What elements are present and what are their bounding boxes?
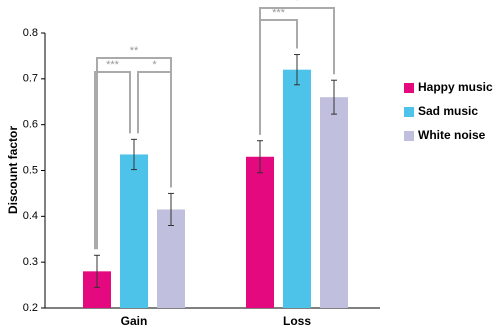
- legend-label: Sad music: [418, 104, 478, 118]
- significance-label: ***: [106, 59, 120, 71]
- legend-swatch: [404, 83, 414, 93]
- y-tick-label: 0.2: [23, 302, 38, 314]
- y-tick-label: 0.4: [23, 210, 38, 222]
- significance-label: *: [152, 59, 157, 71]
- y-tick-label: 0.7: [23, 73, 38, 85]
- legend-swatch: [404, 107, 414, 117]
- significance-bracket: [96, 57, 172, 250]
- x-tick-label: Loss: [283, 314, 311, 328]
- significance-label: **: [130, 45, 139, 57]
- bar: [320, 97, 348, 309]
- x-tick-label: Gain: [121, 314, 148, 328]
- bar: [283, 69, 311, 309]
- bar: [120, 154, 148, 308]
- y-tick-label: 0.3: [23, 256, 38, 268]
- significance-label: ***: [272, 7, 286, 19]
- significance-bracket: [94, 71, 131, 250]
- legend-label: White noise: [418, 128, 486, 142]
- legend-label: Happy music: [418, 80, 493, 94]
- y-tick-label: 0.5: [23, 164, 38, 176]
- legend-swatch: [404, 131, 414, 141]
- significance-label: *: [295, 0, 300, 7]
- significance-bracket: [259, 7, 335, 135]
- y-tick-label: 0.6: [23, 119, 38, 131]
- y-tick-label: 0.8: [23, 27, 38, 39]
- y-axis-label: Discount factor: [6, 126, 20, 214]
- bar: [246, 156, 274, 308]
